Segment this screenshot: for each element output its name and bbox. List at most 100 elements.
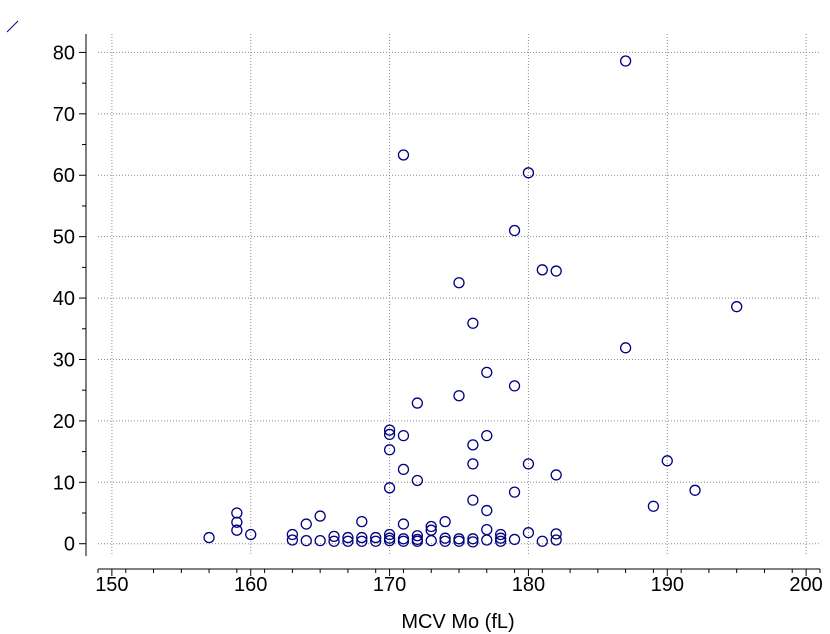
data-point	[397, 535, 410, 547]
data-point	[453, 535, 465, 547]
data-point	[453, 533, 465, 545]
data-point	[286, 534, 299, 546]
data-point	[397, 429, 410, 442]
data-point	[522, 167, 535, 179]
data-point	[397, 463, 410, 476]
data-point	[383, 528, 396, 541]
y-tick-label: 60	[53, 165, 75, 187]
gridlines	[98, 34, 820, 556]
data-point	[481, 504, 493, 517]
data-point	[397, 518, 410, 530]
data-point	[550, 265, 562, 277]
y-tick-label: 40	[53, 288, 75, 310]
data-point	[300, 534, 312, 547]
data-point	[397, 533, 410, 545]
data-point	[661, 455, 673, 467]
data-point	[550, 469, 562, 481]
data-point	[619, 55, 632, 67]
data-point	[300, 518, 312, 530]
data-point	[397, 149, 410, 161]
data-point	[550, 528, 562, 540]
data-point	[383, 534, 396, 547]
data-point	[356, 535, 368, 547]
x-tick-label: 180	[512, 574, 545, 596]
x-axis-title: MCV Mo (fL)	[401, 611, 514, 633]
data-point	[231, 524, 243, 536]
data-point	[481, 366, 493, 379]
data-point	[439, 535, 451, 547]
x-tick-label: 160	[234, 574, 267, 596]
data-point	[495, 532, 507, 544]
tick-marks	[79, 51, 821, 576]
data-point	[536, 264, 548, 276]
data-point	[508, 533, 521, 546]
data-point	[467, 458, 479, 470]
corner-mark	[6, 20, 19, 33]
data-point	[522, 458, 535, 470]
data-point	[522, 527, 535, 539]
data-point	[383, 444, 396, 456]
data-point	[495, 528, 507, 541]
data-point	[370, 535, 382, 547]
data-point	[411, 535, 423, 547]
data-point	[439, 515, 451, 528]
data-point	[411, 474, 423, 487]
data-point	[508, 380, 521, 392]
data-point	[453, 277, 465, 289]
y-tick-label: 70	[53, 104, 75, 126]
data-point	[508, 486, 521, 498]
y-tick-label: 80	[53, 42, 75, 64]
data-point	[383, 482, 396, 494]
x-tick-label: 190	[651, 574, 684, 596]
data-point	[411, 397, 423, 409]
data-point	[495, 535, 507, 547]
data-point	[231, 516, 243, 528]
data-point	[383, 428, 396, 441]
data-point	[328, 530, 340, 542]
data-points	[203, 55, 743, 548]
data-point	[731, 301, 743, 313]
y-tick-label: 0	[64, 534, 75, 556]
data-point	[467, 494, 479, 506]
data-point	[328, 535, 340, 547]
y-tick-label: 30	[53, 349, 75, 371]
y-tick-label: 10	[53, 472, 75, 494]
data-point	[342, 531, 354, 544]
data-point	[481, 523, 493, 536]
data-point	[314, 534, 326, 547]
data-point	[508, 224, 521, 237]
x-tick-label: 170	[373, 574, 406, 596]
y-tick-label: 20	[53, 411, 75, 433]
data-point	[467, 533, 479, 545]
data-point	[425, 520, 437, 533]
data-point	[481, 534, 493, 546]
data-point	[467, 439, 479, 451]
y-tick-labels: 0 10 20 30 40 50 60 70 80	[53, 42, 75, 555]
data-point	[689, 484, 701, 496]
data-point	[411, 530, 423, 542]
data-point	[383, 424, 396, 436]
data-point	[550, 534, 562, 546]
x-tick-label: 150	[95, 574, 128, 596]
data-point	[370, 531, 382, 544]
data-point	[439, 532, 451, 544]
data-point	[286, 528, 299, 541]
data-point	[356, 531, 368, 544]
data-point	[245, 528, 257, 541]
data-point	[314, 510, 326, 522]
data-point	[467, 317, 479, 329]
data-point	[647, 500, 660, 512]
x-tick-labels: 150 160 170 180 190 200	[95, 574, 823, 596]
data-point	[453, 390, 465, 402]
y-tick-label: 50	[53, 227, 75, 249]
data-point	[467, 536, 479, 548]
data-point	[203, 531, 215, 544]
x-tick-label: 200	[789, 574, 822, 596]
data-point	[619, 342, 632, 354]
data-point	[536, 535, 548, 547]
data-point	[356, 515, 368, 528]
data-point	[342, 535, 354, 547]
data-point	[231, 507, 243, 519]
data-point	[425, 534, 437, 547]
